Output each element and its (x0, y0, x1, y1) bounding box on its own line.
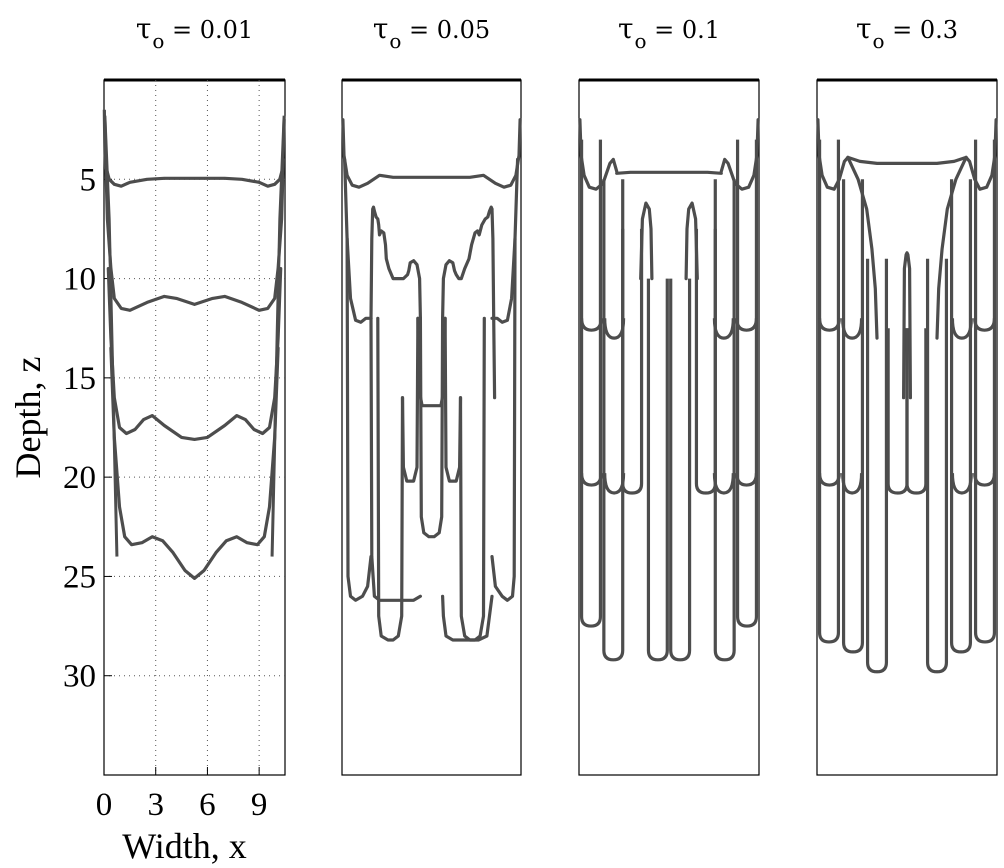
series-line (578, 118, 619, 191)
y-tick-label: 10 (63, 262, 96, 298)
series-line (341, 118, 522, 189)
series-line (441, 205, 494, 320)
series-line (579, 139, 603, 628)
series-line (109, 346, 280, 580)
title-value: = 0.05 (401, 16, 491, 44)
series-line (817, 139, 841, 644)
series-line (345, 237, 373, 602)
series-line (443, 316, 463, 483)
panel-frame (103, 79, 286, 776)
series-line (841, 318, 864, 340)
title-symbol: τ (135, 12, 152, 45)
series-line (490, 207, 497, 400)
series-line (846, 155, 879, 340)
series-line (973, 473, 997, 487)
series-line (369, 316, 422, 602)
series-line (441, 594, 494, 642)
title-subscript: o (152, 29, 165, 53)
series-line (841, 473, 864, 495)
series-line (669, 278, 692, 662)
x-tick-label: 0 (96, 787, 113, 823)
series-line (935, 155, 968, 340)
title-symbol: τ (855, 12, 872, 45)
series-line (369, 205, 422, 320)
series-line (925, 258, 949, 674)
panel-frame (578, 79, 760, 776)
title-symbol: τ (372, 12, 389, 45)
title-symbol: τ (617, 12, 634, 45)
series-line (416, 316, 447, 408)
series-line (458, 316, 486, 642)
series-line (615, 170, 723, 175)
series-line (846, 155, 968, 165)
series-line (817, 318, 841, 332)
series-line (712, 473, 735, 495)
x-tick-label: 6 (199, 787, 216, 823)
series-line (621, 228, 644, 495)
title-subscript: o (872, 29, 885, 53)
series-line (603, 473, 626, 495)
series-line (376, 316, 405, 642)
panel-title: τo = 0.01 (105, 12, 285, 53)
series-line (950, 473, 973, 495)
series-line (712, 318, 735, 340)
series-line (735, 473, 759, 487)
series-line (905, 328, 928, 495)
series-line (418, 316, 445, 539)
series-line (973, 318, 997, 332)
title-value: = 0.1 (646, 16, 721, 44)
y-tick-label: 30 (63, 659, 96, 695)
series-line (270, 115, 286, 557)
series-line (964, 118, 998, 191)
series-line (694, 228, 717, 495)
series-line (817, 473, 841, 487)
title-subscript: o (634, 29, 647, 53)
title-value: = 0.01 (164, 16, 254, 44)
series-line (902, 251, 912, 400)
x-tick-label: 3 (147, 787, 164, 823)
panel-title: τo = 0.05 (342, 12, 522, 53)
series-line (735, 318, 759, 332)
title-subscript: o (389, 29, 402, 53)
panel-title: τo = 0.1 (579, 12, 759, 53)
x-axis-title: Width, x (122, 826, 247, 866)
y-tick-label: 5 (80, 162, 97, 198)
series-line (646, 278, 669, 662)
series-line (713, 179, 736, 662)
series-line (816, 118, 850, 191)
y-axis-title: Depth, z (8, 357, 48, 479)
series-line (602, 179, 625, 662)
y-tick-label: 15 (63, 361, 96, 397)
series-line (735, 139, 759, 628)
series-line (719, 118, 760, 191)
title-value: = 0.3 (884, 16, 959, 44)
series-line (104, 157, 285, 312)
series-line (950, 318, 973, 340)
series-line (603, 318, 626, 340)
series-line (841, 179, 865, 654)
series-line (973, 139, 997, 644)
x-tick-label: 9 (251, 787, 268, 823)
series-line (490, 237, 517, 602)
panel-title: τo = 0.3 (817, 12, 997, 53)
series-line (865, 258, 889, 674)
series-line (103, 115, 119, 557)
series-line (949, 179, 973, 654)
series-line (400, 316, 420, 483)
series-line (579, 473, 603, 487)
series-line (579, 318, 603, 332)
y-tick-label: 25 (63, 559, 96, 595)
y-tick-label: 20 (63, 460, 96, 496)
series-line (103, 118, 286, 188)
series-line (106, 267, 283, 441)
